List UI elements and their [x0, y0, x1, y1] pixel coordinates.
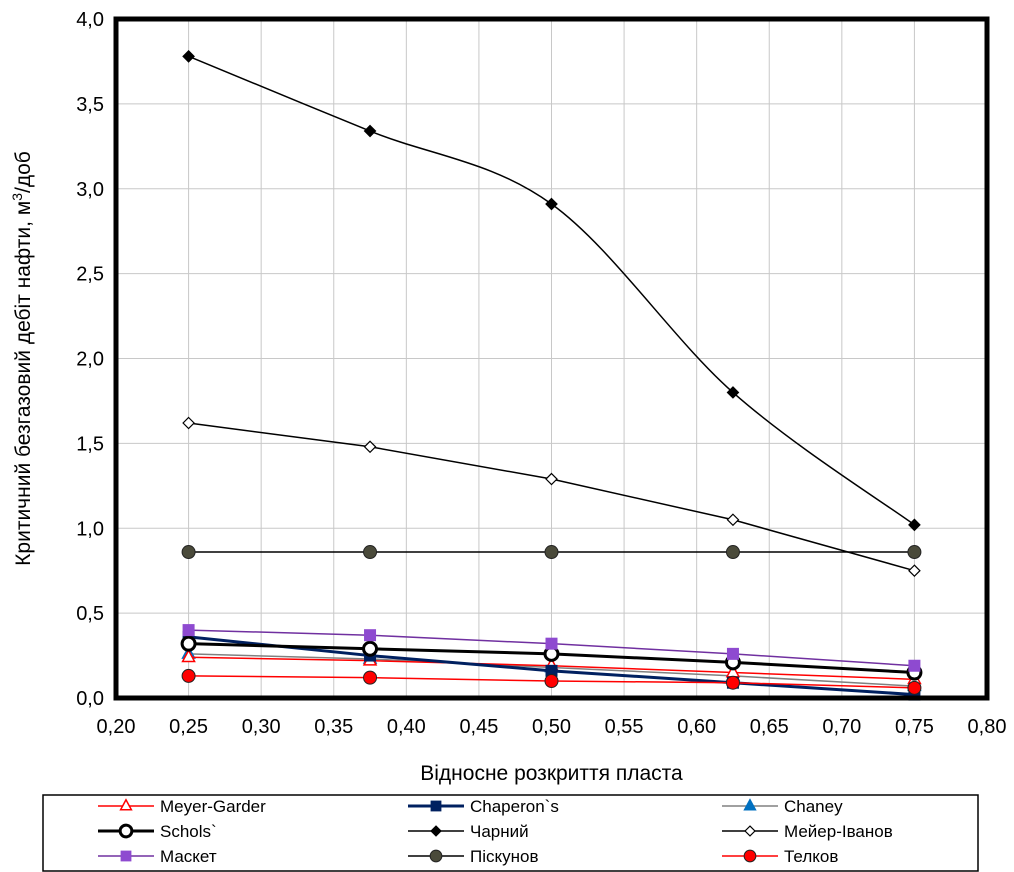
legend-label: Chaney — [784, 797, 843, 816]
data-point — [908, 659, 921, 672]
legend-label: Чарний — [470, 822, 529, 841]
data-point — [726, 386, 740, 399]
series-телков — [181, 668, 922, 695]
x-tick-label: 0,30 — [242, 716, 281, 738]
data-point — [725, 675, 740, 690]
data-point — [362, 640, 379, 657]
data-point — [429, 849, 443, 863]
legend-label: Chaperon`s — [470, 797, 559, 816]
x-tick-label: 0,25 — [169, 716, 208, 738]
series-layer — [180, 49, 923, 701]
x-tick-label: 0,80 — [968, 716, 1007, 738]
data-point — [363, 670, 378, 685]
y-tick-label: 3,0 — [76, 179, 104, 201]
data-point — [544, 674, 559, 689]
y-tick-label: 2,5 — [76, 264, 104, 286]
series-піскунов — [181, 545, 922, 560]
series-чарний — [182, 49, 921, 532]
data-point — [430, 825, 442, 837]
data-point — [181, 545, 196, 560]
y-tick-label: 1,5 — [76, 433, 104, 455]
data-point — [364, 629, 377, 642]
y-tick-labels: 0,0 0,5 1,0 1,5 2,0 2,5 3,0 3,5 4,0 — [76, 9, 104, 710]
data-point — [545, 664, 558, 677]
data-point — [181, 668, 196, 683]
legend-label: Піскунов — [470, 847, 539, 866]
x-tick-label: 0,60 — [677, 716, 716, 738]
data-point — [363, 440, 377, 454]
x-tick-label: 0,55 — [605, 716, 644, 738]
x-tick-label: 0,20 — [97, 716, 136, 738]
grid — [116, 19, 987, 698]
legend-item-meyer-garder: Meyer-Garder — [98, 797, 266, 816]
x-axis-title: Відносне розкриття пласта — [420, 762, 683, 785]
data-point — [726, 513, 740, 527]
legend-item-мейер-іванов: Мейер-Іванов — [722, 822, 893, 841]
data-point — [908, 518, 921, 532]
legend-item-піскунов: Піскунов — [408, 847, 539, 866]
y-tick-label: 0,5 — [76, 603, 104, 625]
x-tick-label: 0,70 — [822, 716, 861, 738]
legend-label: Телков — [784, 847, 838, 866]
legend-label: Маскет — [160, 847, 217, 866]
data-point — [907, 680, 922, 695]
legend-item-телков: Телков — [722, 847, 838, 866]
x-tick-label: 0,40 — [387, 716, 426, 738]
series-line — [188, 55, 915, 526]
data-point — [182, 49, 195, 63]
y-tick-label: 4,0 — [76, 9, 104, 31]
data-point — [182, 624, 195, 637]
legend-box — [42, 794, 979, 872]
data-point — [743, 798, 757, 811]
data-point — [363, 545, 378, 560]
y-tick-label: 2,0 — [76, 349, 104, 371]
data-point — [182, 416, 195, 430]
plot-frame — [113, 16, 990, 701]
legend-item-chaperon-s: Chaperon`s — [408, 797, 559, 816]
data-point — [180, 635, 197, 652]
data-point — [118, 823, 134, 839]
legend-item-schols: Schols` — [98, 822, 217, 841]
x-tick-label: 0,65 — [750, 716, 789, 738]
x-tick-label: 0,45 — [459, 716, 498, 738]
y-tick-label: 1,0 — [76, 518, 104, 540]
data-point — [430, 800, 442, 812]
data-point — [120, 850, 132, 862]
y-axis-title-main: Критичний безгазовий дебіт нафти, м — [12, 201, 35, 566]
y-tick-label: 3,5 — [76, 94, 104, 116]
data-point — [545, 472, 558, 486]
legend-label: Мейер-Іванов — [784, 822, 893, 841]
series-маскет — [182, 624, 921, 672]
data-point — [726, 647, 739, 660]
data-point — [363, 124, 377, 138]
y-axis-title-tail: /доб — [12, 151, 35, 193]
legend-label: Meyer-Garder — [160, 797, 266, 816]
data-point — [545, 197, 558, 211]
data-point — [725, 545, 740, 560]
data-point — [119, 798, 133, 811]
legend-item-chaney: Chaney — [722, 797, 843, 816]
data-point — [907, 545, 922, 560]
x-tick-labels: 0,20 0,25 0,30 0,35 0,40 0,45 0,50 0,55 0,60 0,65… — [97, 716, 1007, 738]
data-point — [744, 825, 756, 837]
y-axis-title: Критичний безгазовий дебіт нафти, м3/доб — [9, 151, 35, 566]
x-tick-label: 0,35 — [314, 716, 353, 738]
data-point — [908, 564, 921, 578]
y-axis-title-sup: 3 — [9, 193, 25, 201]
data-point — [545, 637, 558, 650]
legend-item-чарний: Чарний — [408, 822, 529, 841]
legend: Meyer-Garder Chaperon`s Chaney Schols` Чарни… — [42, 794, 979, 872]
x-tick-label: 0,75 — [895, 716, 934, 738]
legend-item-маскет: Маскет — [98, 847, 217, 866]
series-мейер-іванов — [182, 416, 921, 578]
data-point — [743, 849, 757, 863]
legend-label: Schols` — [160, 822, 217, 841]
data-point — [181, 648, 196, 663]
x-tick-label: 0,50 — [532, 716, 571, 738]
y-tick-label: 0,0 — [76, 688, 104, 710]
data-point — [544, 545, 559, 560]
